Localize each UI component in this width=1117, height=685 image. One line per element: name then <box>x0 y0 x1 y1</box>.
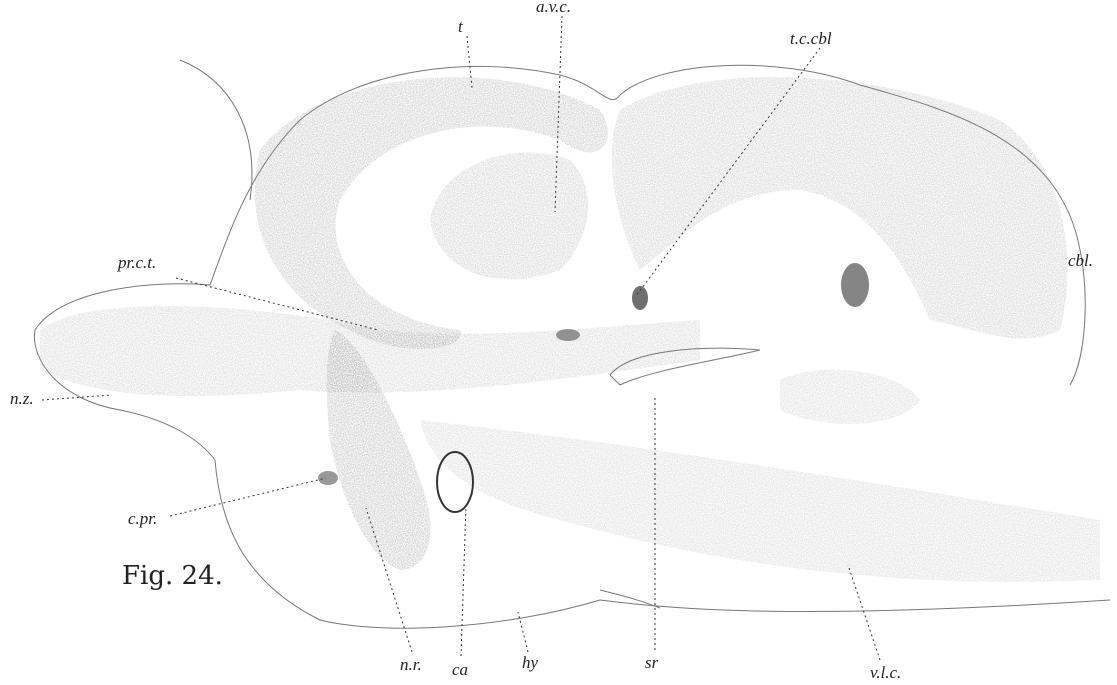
leader-line <box>169 477 327 517</box>
nucleus <box>841 263 869 307</box>
label: ca <box>452 660 468 679</box>
nucleus <box>556 329 580 341</box>
label: cbl. <box>1068 251 1093 270</box>
leader-line <box>41 394 113 401</box>
leader-line <box>460 504 467 657</box>
label: sr <box>645 653 659 672</box>
nucleus <box>632 286 648 310</box>
leader-lines <box>41 15 881 661</box>
leader-line <box>466 35 473 89</box>
nucleus <box>436 451 474 513</box>
leader-line <box>847 564 881 661</box>
label: n.r. <box>400 655 422 674</box>
label: t.c.cbl <box>790 29 832 48</box>
label: n.z. <box>10 389 34 408</box>
nucleus <box>318 471 338 485</box>
leader-line <box>635 47 821 297</box>
labels: t a.v.c. t.c.cbl cbl. pr.c.t. n.z. c.pr.… <box>10 0 1093 682</box>
figure-caption: Fig. 24. <box>122 561 223 591</box>
label: v.l.c. <box>870 663 901 682</box>
leader-line <box>517 611 529 653</box>
label: c.pr. <box>128 509 157 528</box>
label: a.v.c. <box>536 0 571 16</box>
label: t <box>458 17 464 36</box>
leader-line <box>365 507 413 653</box>
drawing <box>33 59 1111 629</box>
label: pr.c.t. <box>117 253 156 272</box>
label: hy <box>522 653 539 672</box>
